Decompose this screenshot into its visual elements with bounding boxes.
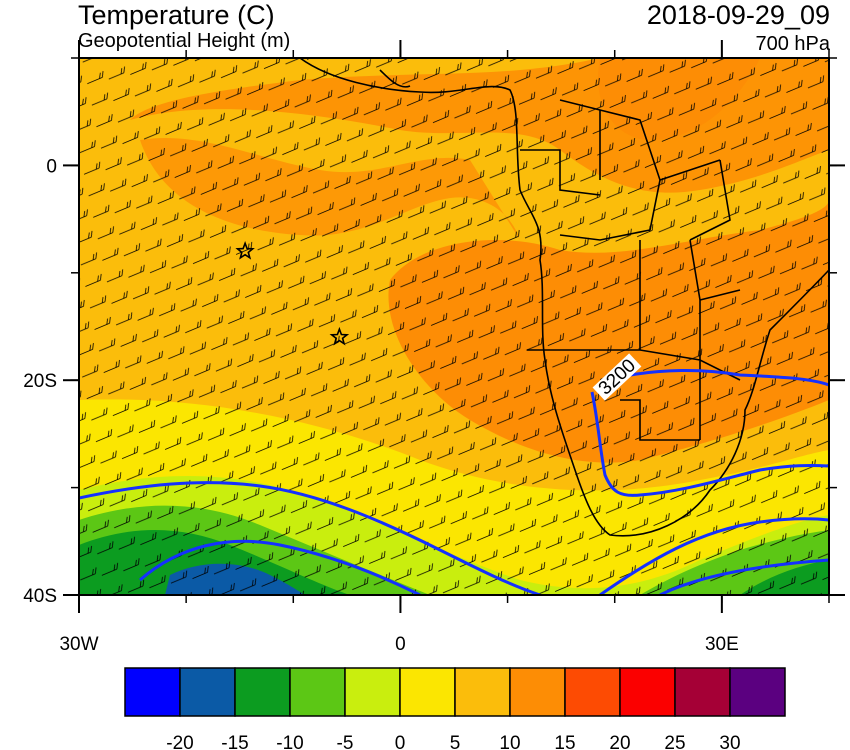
colorbar-swatch: [124, 667, 181, 717]
colorbar-swatch: [179, 667, 236, 717]
lon-tick-label: 30W: [59, 634, 98, 655]
latitude-ticks: 0 20S 40S: [23, 57, 845, 607]
station-markers: [235, 241, 350, 346]
height-contour-3200: [590, 391, 829, 497]
colorbar-swatch: [454, 667, 511, 717]
lat-tick-label: 20S: [23, 371, 57, 392]
colorbar-swatch: [674, 667, 731, 717]
colorbar-label: 5: [450, 733, 461, 750]
colorbar-swatch: [234, 667, 291, 717]
temperature-colorbar: -20 -15 -10 -5 0 5 10 15 20 25 30: [124, 667, 786, 750]
lat-tick-label: 0: [46, 156, 57, 177]
map-title: Temperature (C): [78, 0, 275, 30]
lat-tick-label: 40S: [23, 586, 57, 607]
temperature-field: 3200: [79, 58, 829, 595]
contour-label-background: [592, 353, 642, 401]
lon-tick-label: 0: [395, 634, 406, 655]
north-coast-detail: [379, 69, 411, 88]
colorbar-label: 20: [609, 733, 630, 750]
colorbar-label: 0: [395, 733, 406, 750]
colorbar-label: -5: [337, 733, 354, 750]
height-contour-3: [599, 517, 829, 595]
colorbar-label: 25: [664, 733, 685, 750]
colorbar-label: -20: [166, 733, 193, 750]
star-marker: [329, 326, 350, 346]
colorbar-label: 10: [499, 733, 520, 750]
geopotential-contours: [79, 368, 829, 595]
colorbar-swatch: [564, 667, 621, 717]
colorbar-swatch: [289, 667, 346, 717]
star-marker: [235, 241, 255, 260]
height-contour-2: [139, 539, 421, 595]
longitude-ticks: 30W 0 30E: [59, 40, 830, 655]
pressure-level: 700 hPa: [755, 33, 830, 55]
colorbar-label: -10: [276, 733, 303, 750]
map-subtitle: Geopotential Height (m): [78, 30, 291, 52]
colorbar-swatch: [619, 667, 676, 717]
colorbar-label: 30: [719, 733, 740, 750]
colorbar-swatch: [509, 667, 566, 717]
map-frame: [78, 57, 830, 596]
colorbar-label: 15: [554, 733, 575, 750]
valid-datetime: 2018-09-29_09: [646, 0, 830, 30]
height-contour-1: [79, 481, 541, 595]
colorbar-swatch: [729, 667, 786, 717]
colorbar-swatch: [399, 667, 456, 717]
colorbar-label: -15: [221, 733, 248, 750]
wind-barbs: [79, 58, 829, 595]
colorbar-swatch: [344, 667, 401, 717]
lon-tick-label: 30E: [705, 634, 739, 655]
africa-coastline: [299, 58, 829, 537]
height-contour-3200-north: [629, 368, 829, 387]
height-contour-4: [659, 558, 829, 595]
